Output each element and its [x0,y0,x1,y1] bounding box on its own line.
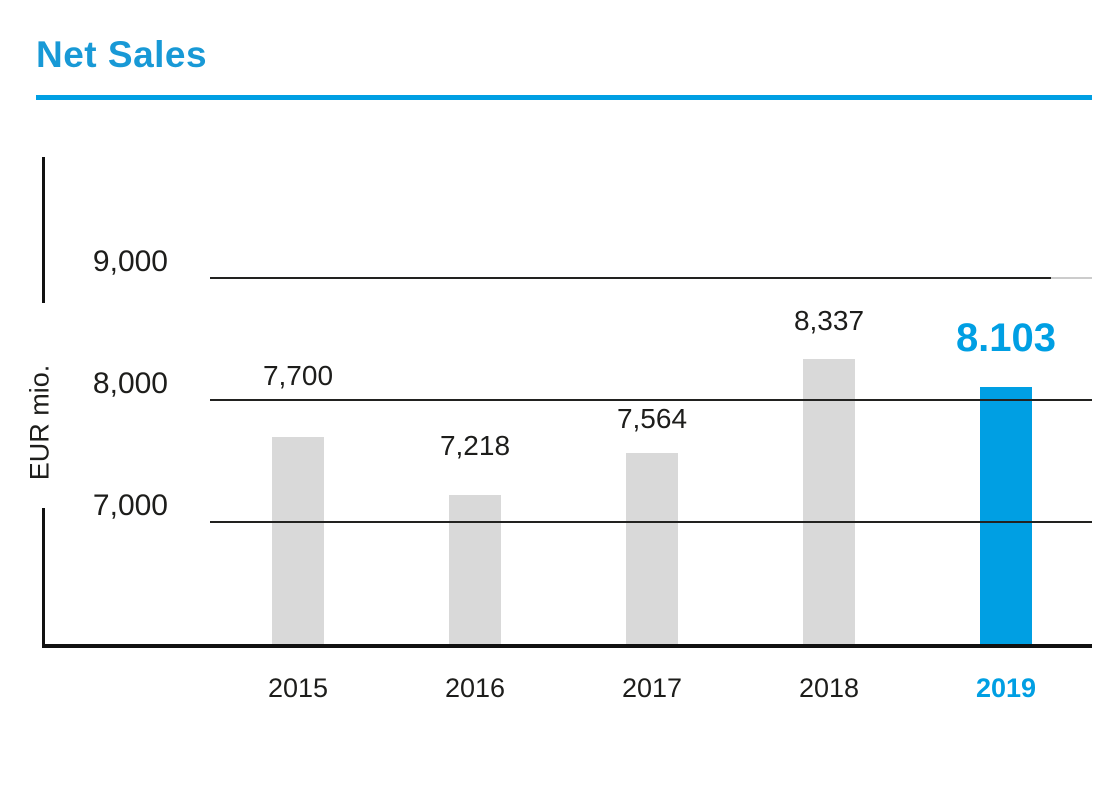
bar-value-label: 8,337 [793,304,865,336]
gridline [210,521,1092,523]
gridline [210,277,1051,279]
x-tick-label: 2017 [621,673,683,703]
y-tick-label: 7,000 [92,489,168,522]
y-axis-line-lower [42,508,45,646]
bar-value-label: 7,700 [262,359,334,391]
bar [626,453,678,644]
bar [449,495,501,644]
y-tick-label: 8,000 [92,367,168,400]
gridline-extension [1051,277,1092,279]
title-underline [36,95,1092,100]
bar-highlighted [980,387,1032,644]
gridline [210,399,1092,401]
bar-value-label: 7,564 [616,403,688,435]
y-axis-line-upper [42,157,45,303]
y-axis-title: EUR mio. [24,364,55,481]
bar-value-label: 8.103 [955,316,1057,361]
x-axis-line [42,644,1092,648]
bar [272,436,324,644]
x-tick-label: 2016 [444,673,506,703]
x-tick-label: 2015 [267,673,329,703]
x-tick-label: 2018 [798,673,860,703]
bar [803,358,855,644]
x-tick-label: 2019 [975,673,1037,703]
bar-value-label: 7,218 [439,430,511,462]
y-tick-label: 9,000 [92,245,168,278]
chart-title: Net Sales [36,34,208,75]
